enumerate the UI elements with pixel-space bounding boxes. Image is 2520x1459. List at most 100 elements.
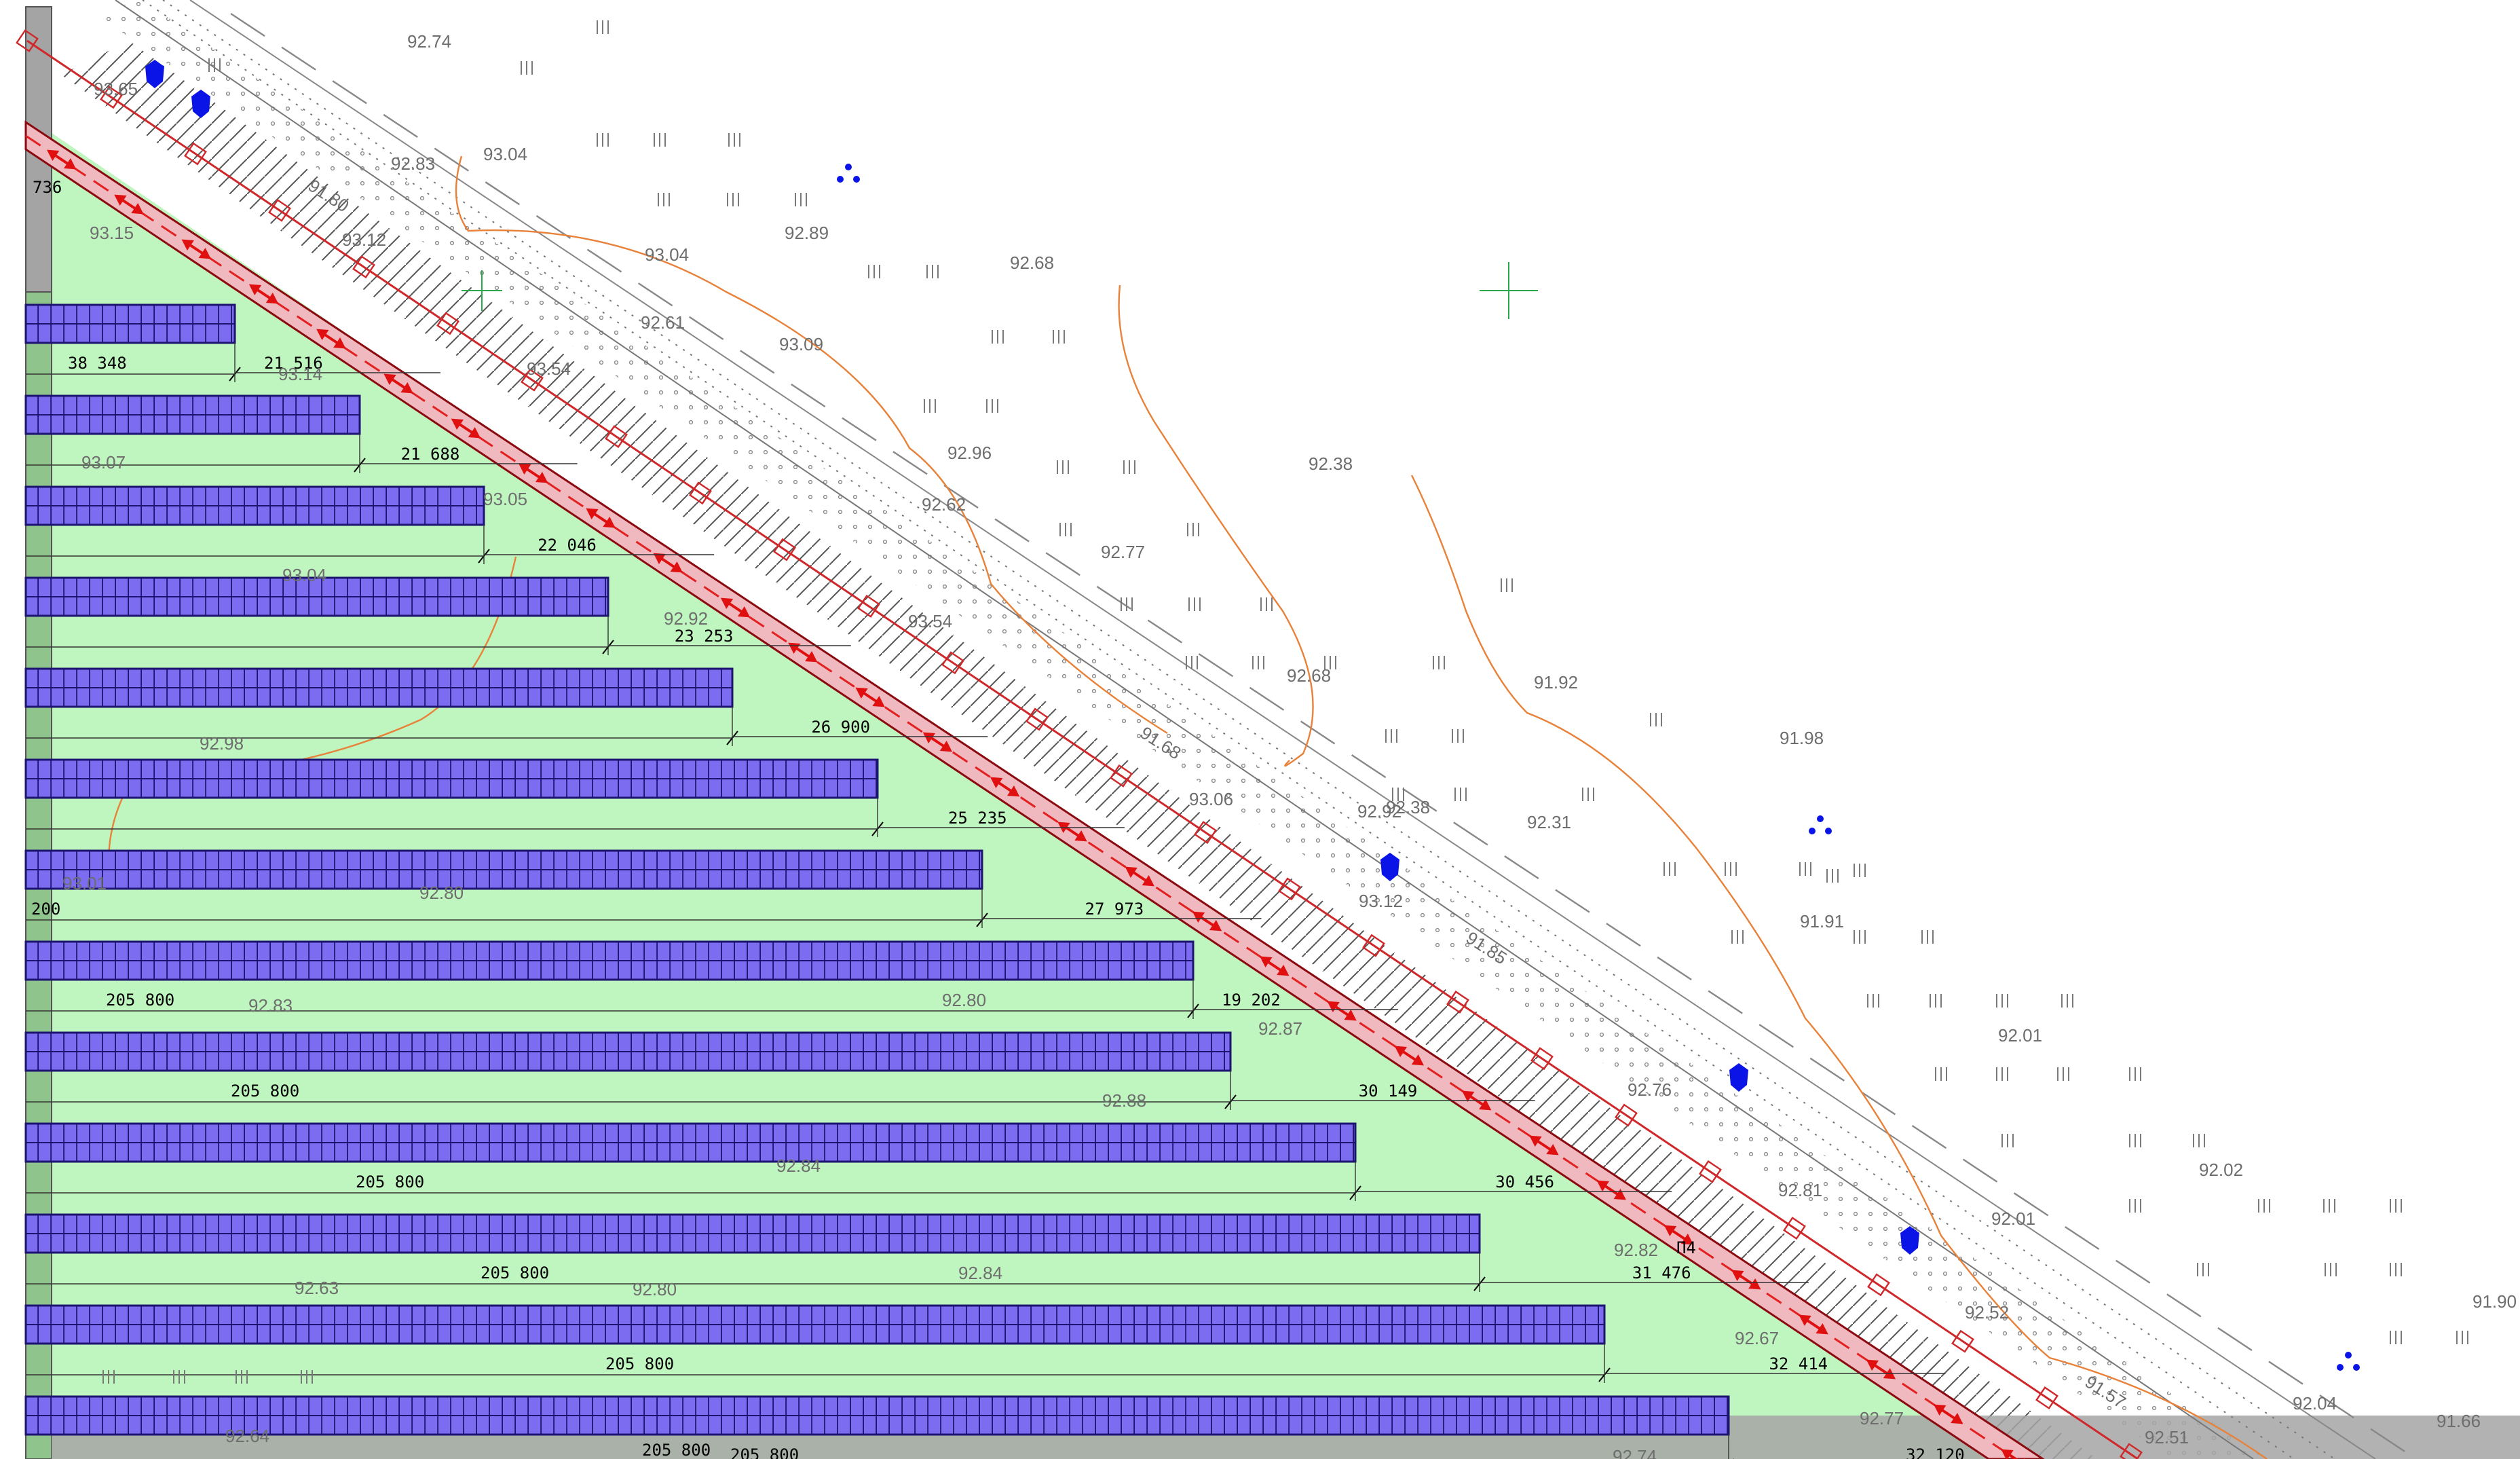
row-dimension-label: 205 800 — [605, 1354, 674, 1373]
fence-post-icon — [773, 538, 796, 561]
double-arrow-icon — [1327, 1001, 1357, 1021]
shrub-icon — [837, 164, 860, 183]
elevation-label: 92.84 — [776, 1156, 821, 1176]
row-dimension-label: 205 800 — [106, 991, 174, 1010]
fence-post-icon — [1026, 707, 1049, 731]
grass-icon — [1452, 729, 1464, 743]
crosshair-icon — [462, 262, 1538, 319]
grass-icon — [1392, 788, 1404, 801]
elevation-label: 93.01 — [62, 873, 107, 893]
elevation-label: 92.38 — [1309, 454, 1353, 474]
grass-icon — [597, 20, 609, 34]
grass-icon — [1799, 862, 1811, 876]
grass-icon — [1188, 597, 1201, 611]
elevation-label: 93.05 — [483, 489, 527, 509]
elevation-label: 91.98 — [1780, 728, 1824, 748]
road-offset-label: 26 900 — [811, 718, 870, 737]
double-arrow-icon — [586, 508, 616, 528]
row-dimension-label: 200 — [31, 900, 60, 919]
elevation-label: 92.77 — [1101, 542, 1145, 562]
road-offset-label: 21 516 — [264, 354, 323, 373]
double-arrow-icon — [451, 418, 481, 439]
grass-icon — [1650, 713, 1662, 726]
elevation-label: 92.83 — [391, 153, 435, 174]
elevation-label: 92.96 — [947, 443, 992, 463]
elevation-label: 92.92 — [664, 608, 708, 629]
fence-post-icon — [2035, 1386, 2058, 1409]
grass-icon — [654, 133, 666, 147]
fence-post-icon — [1783, 1217, 1806, 1240]
elevation-label: 93.54 — [908, 611, 952, 631]
elevation-label: 92.76 — [1628, 1079, 1672, 1100]
elevation-label: 92.89 — [785, 223, 829, 243]
fence-post-icon — [1867, 1273, 1890, 1297]
elevation-label: 92.87 — [1258, 1018, 1302, 1039]
elevation-label: 93.07 — [81, 452, 126, 473]
grass-icon — [2061, 994, 2073, 1008]
fence-post-icon — [1194, 821, 1217, 845]
elevation-label: 92.80 — [633, 1279, 677, 1299]
grass-icon — [1501, 578, 1513, 592]
road-offset-label: 25 235 — [948, 809, 1007, 828]
double-arrow-icon — [46, 149, 77, 170]
grass-icon — [2258, 1199, 2270, 1213]
elevation-label: 92.38 — [1386, 797, 1430, 817]
shrub-markers — [837, 164, 2360, 1371]
elevation-label: 92.84 — [958, 1263, 1002, 1283]
double-arrow-icon — [720, 597, 751, 618]
road-offset-label: 23 253 — [675, 627, 734, 646]
grass-icon — [924, 399, 936, 413]
elevation-label: 92.83 — [248, 995, 293, 1016]
grass-icon — [1252, 656, 1264, 669]
boundary-lines — [115, 0, 2417, 1459]
corner-dimension-label: 736 — [33, 178, 62, 197]
fence-post-icon — [941, 651, 964, 675]
grass-icon — [1260, 597, 1273, 611]
double-arrow-icon — [316, 329, 346, 349]
double-arrow-icon — [922, 732, 953, 752]
marker-tree-icon — [1729, 1063, 1748, 1092]
fence-post-icon — [16, 29, 39, 52]
access-road — [24, 120, 2045, 1459]
grass-icon — [2390, 1331, 2402, 1344]
grass-icon — [1930, 994, 1942, 1008]
grass-icon — [1053, 330, 1065, 344]
elevation-label: 92.01 — [1991, 1208, 2035, 1229]
elevation-label: 93.65 — [94, 79, 138, 99]
grass-icon — [1187, 523, 1199, 536]
row-dimension-label: 205 800 — [481, 1263, 549, 1282]
grass-icon — [1996, 994, 2008, 1008]
elevation-label: 92.81 — [1778, 1180, 1822, 1200]
elevation-label: 92.77 — [1860, 1408, 1904, 1428]
elevation-label: 93.09 — [779, 334, 823, 354]
grass-icon — [1454, 788, 1467, 801]
marker-tree-icon — [1380, 853, 1399, 881]
road-offset-label: 27 973 — [1085, 900, 1144, 919]
marker-tree-icon — [145, 60, 164, 88]
fence-post-icon — [1530, 1047, 1554, 1071]
elevation-label: 92.01 — [1998, 1025, 2042, 1046]
elevation-label: 93.04 — [645, 244, 689, 265]
fence-post-icon — [689, 481, 712, 505]
grass-icon — [1059, 523, 1072, 536]
fence-line — [26, 39, 2139, 1459]
grass-icon — [2325, 1263, 2337, 1276]
elevation-label: 92.51 — [2145, 1427, 2189, 1447]
grass-icon — [597, 133, 609, 147]
double-arrow-icon — [855, 687, 885, 707]
fence-post-icon — [1110, 764, 1133, 788]
gravel-band — [95, 0, 2267, 1459]
elevation-label: 92.64 — [225, 1426, 269, 1446]
double-arrow-icon — [1934, 1404, 1963, 1424]
grass-icon — [208, 58, 221, 72]
grass-icon — [992, 330, 1004, 344]
grass-icon — [1935, 1067, 1947, 1081]
elevation-label: 92.02 — [2199, 1160, 2243, 1180]
row-dimension-label: 205 800 — [642, 1441, 711, 1459]
fence-post-icon — [1615, 1103, 1638, 1127]
road-offset-label: 31 476 — [1632, 1263, 1691, 1282]
grass-icon — [728, 133, 740, 147]
dimension-lines: 38 348 21 516 21 688 22 046 23 253 26 900 25 2… — [26, 343, 1965, 1459]
fence-post-icon — [184, 142, 207, 166]
